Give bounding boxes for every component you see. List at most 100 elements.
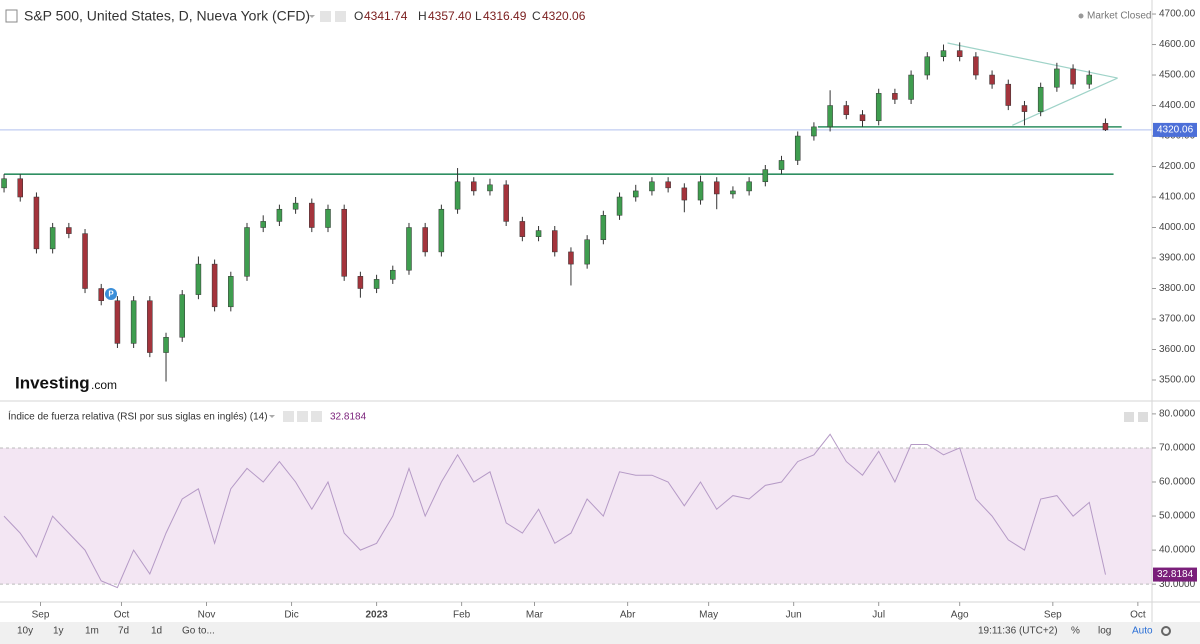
rsi-band xyxy=(0,447,1152,585)
market-status: Market Closed xyxy=(1087,11,1151,22)
y-tick-label: 3900.00 xyxy=(1159,253,1196,264)
open-label: O xyxy=(354,9,363,23)
y-tick-label: 50.0000 xyxy=(1159,511,1196,522)
candle-body xyxy=(454,181,461,210)
candle-body xyxy=(228,276,234,308)
y-tick-label: 4200.00 xyxy=(1159,161,1196,172)
settings-gear[interactable] xyxy=(1161,626,1171,636)
range-1d[interactable]: 1d xyxy=(151,626,162,637)
y-tick-label: 40.0000 xyxy=(1159,545,1196,556)
candle-body xyxy=(600,215,607,240)
candle-body xyxy=(875,93,882,122)
y-tick-label: 70.0000 xyxy=(1159,443,1196,454)
candle-body xyxy=(632,190,639,198)
candle-body xyxy=(487,184,493,192)
logo-suffix: .com xyxy=(91,378,117,392)
x-tick-label: Dic xyxy=(284,610,298,621)
candle-body xyxy=(892,93,898,100)
candle-body xyxy=(746,181,752,192)
x-tick-label: Nov xyxy=(198,610,216,621)
candle-body xyxy=(568,251,574,265)
candle-body xyxy=(697,181,704,201)
rsi-settings[interactable] xyxy=(297,411,308,422)
range-1m[interactable]: 1m xyxy=(85,626,99,637)
x-tick-label: May xyxy=(699,610,718,621)
candle-body xyxy=(147,300,153,353)
logo-name: Investing xyxy=(15,373,90,392)
candle-body xyxy=(859,114,866,122)
high-label: H xyxy=(418,9,427,23)
go-to[interactable]: Go to... xyxy=(182,626,215,637)
candle-body xyxy=(373,279,380,289)
range-10y[interactable]: 10y xyxy=(17,626,33,637)
dropdown-icon[interactable] xyxy=(309,15,315,18)
close-icon[interactable] xyxy=(335,11,346,22)
rsi-line xyxy=(3,433,1106,589)
clock: 19:11:36 (UTC+2) xyxy=(978,626,1058,637)
collapse-icon[interactable] xyxy=(5,9,18,23)
y-tick-label: 60.0000 xyxy=(1159,477,1196,488)
candle-body xyxy=(1,178,7,189)
candle-body xyxy=(195,263,202,295)
percent-toggle[interactable]: % xyxy=(1071,626,1080,637)
rsi-visibility[interactable] xyxy=(283,411,294,422)
candle-body xyxy=(665,181,671,189)
x-tick-label: 2023 xyxy=(365,610,388,621)
candle-body xyxy=(179,294,185,338)
x-tick-label: Jun xyxy=(786,610,802,621)
y-tick-label: 3600.00 xyxy=(1159,344,1196,355)
candle-body xyxy=(503,184,509,222)
candle-body xyxy=(584,239,590,265)
candle-body xyxy=(924,56,931,76)
y-tick-label: 3800.00 xyxy=(1159,283,1196,294)
pane-up[interactable] xyxy=(1124,412,1134,422)
y-tick-label: 30.0000 xyxy=(1159,579,1196,590)
event-marker[interactable] xyxy=(105,288,117,300)
pane-down[interactable] xyxy=(1138,412,1148,422)
candle-body xyxy=(794,135,801,161)
candle-body xyxy=(713,181,720,195)
rsi-value: 32.8184 xyxy=(330,412,367,423)
log-toggle[interactable]: log xyxy=(1098,626,1111,637)
auto-toggle[interactable]: Auto xyxy=(1132,626,1153,637)
rsi-close[interactable] xyxy=(311,411,322,422)
rsi-tag-label: 32.8184 xyxy=(1157,569,1194,580)
x-tick-label: Sep xyxy=(1044,610,1062,621)
candle-body xyxy=(956,50,963,57)
event-marker-letter: P xyxy=(108,290,114,299)
trend-line xyxy=(1012,77,1118,126)
candle-body xyxy=(552,230,558,253)
open-value: 4341.74 xyxy=(364,9,408,23)
toolbar xyxy=(0,622,1200,644)
settings-icon[interactable] xyxy=(320,11,331,22)
high-value: 4357.40 xyxy=(428,9,472,23)
range-7d[interactable]: 7d xyxy=(118,626,129,637)
x-tick-label: Mar xyxy=(526,610,544,621)
candle-body xyxy=(535,230,542,237)
candle-body xyxy=(762,169,769,183)
plot-layer xyxy=(0,42,1152,589)
candle-body xyxy=(66,227,72,234)
candle-body xyxy=(438,208,445,253)
candle-body xyxy=(341,208,347,277)
candle-body xyxy=(730,190,736,195)
candle-body xyxy=(1005,83,1012,106)
candle-body xyxy=(940,50,947,57)
candle-body xyxy=(98,288,104,301)
candle-body xyxy=(82,233,88,289)
candle-body xyxy=(390,269,396,280)
candle-body xyxy=(33,196,40,250)
range-1y[interactable]: 1y xyxy=(53,626,64,637)
x-tick-label: Jul xyxy=(872,610,885,621)
candle-body xyxy=(1102,123,1109,131)
candle-body xyxy=(163,337,169,353)
candle-body xyxy=(49,227,56,250)
candle-body xyxy=(973,56,979,76)
y-tick-label: 4000.00 xyxy=(1159,222,1196,233)
rsi-dropdown[interactable] xyxy=(269,415,275,418)
x-tick-label: Feb xyxy=(453,610,471,621)
candle-body xyxy=(17,178,23,198)
candle-body xyxy=(357,276,364,289)
y-tick-label: 3500.00 xyxy=(1159,375,1196,386)
